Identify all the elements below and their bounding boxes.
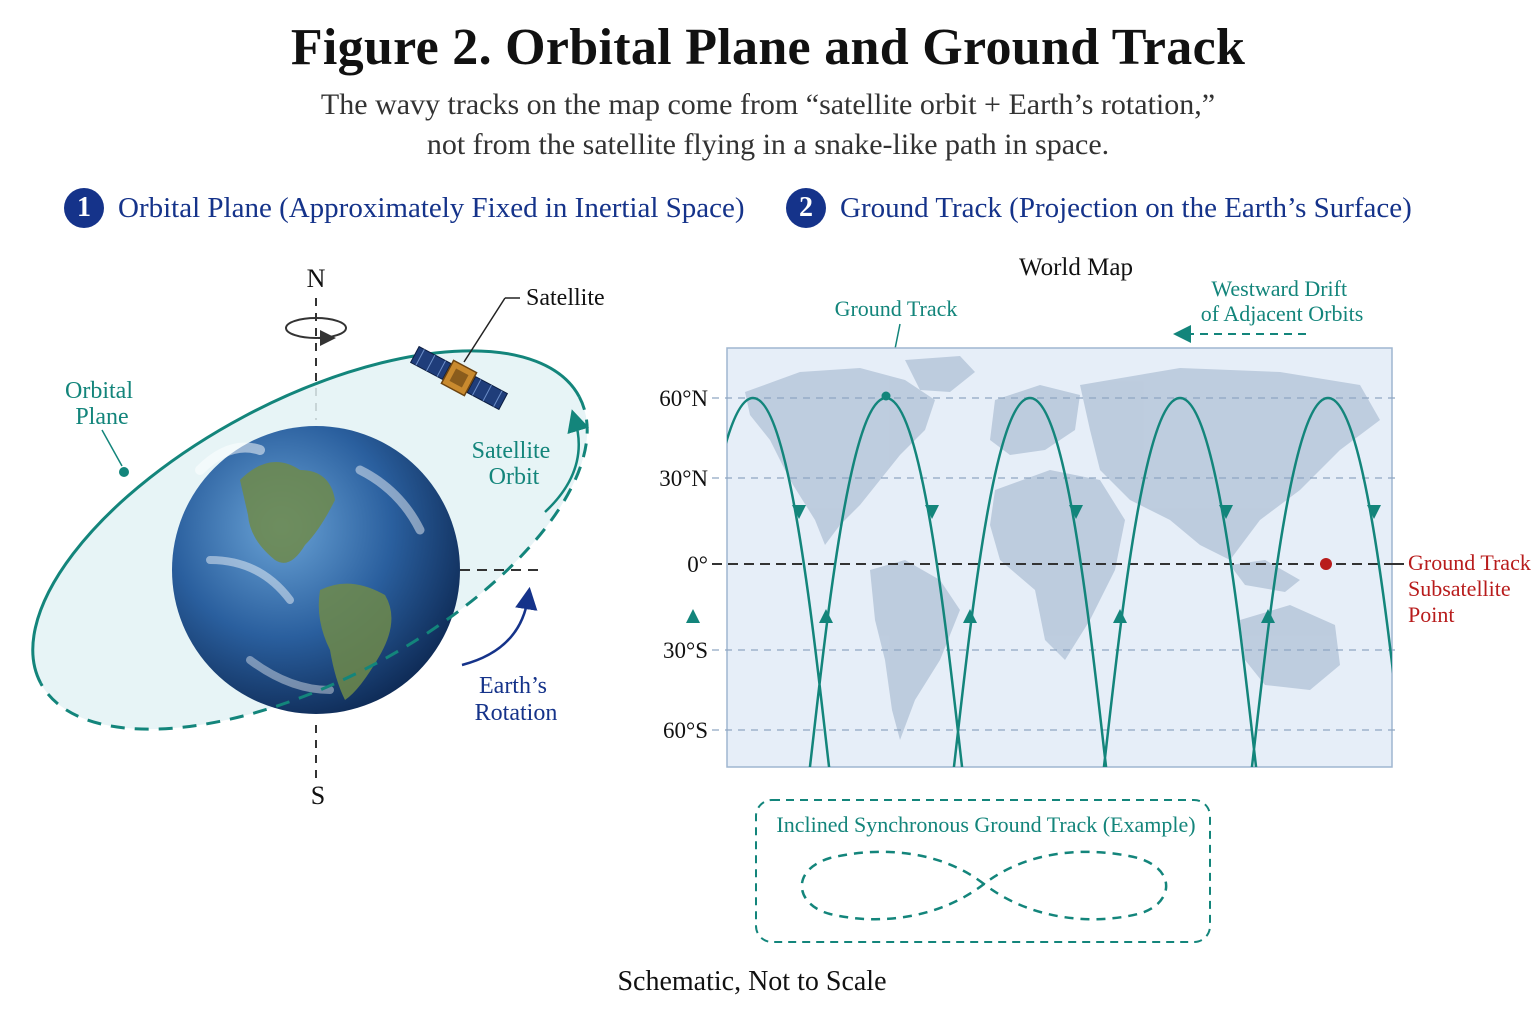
- satellite-icon: [409, 345, 509, 411]
- svg-text:Orbital Plane: Orbital Plane: [65, 378, 139, 430]
- ground-track-panel: World Map Westward Drift of Adjacent Orb…: [659, 254, 1536, 943]
- earth-globe: [172, 426, 460, 714]
- ground-track-peak-marker: [881, 391, 891, 401]
- section-2-number-badge: 2: [786, 188, 826, 228]
- inset-box: [755, 799, 1211, 943]
- latitude-label: 30°N: [659, 466, 708, 491]
- south-america-shape: [870, 560, 960, 740]
- orbital-plane-marker: [119, 467, 129, 477]
- earth-rotation-label-line2: Rotation: [475, 700, 558, 726]
- section-1-number-badge: 1: [64, 188, 104, 228]
- world-map-continents: [745, 356, 1380, 740]
- westward-drift-label-line1: Westward Drift: [1211, 276, 1347, 301]
- orbital-plane-leader: [101, 429, 123, 467]
- westward-drift-label-line2: of Adjacent Orbits: [1201, 301, 1364, 326]
- latitude-label: 30°S: [663, 638, 708, 663]
- track-arrow-up-icon: [1261, 609, 1275, 623]
- track-arrow-down-icon: [1069, 505, 1083, 519]
- track-arrow-down-icon: [792, 505, 806, 519]
- earth-rotation-arrow-icon: [461, 586, 538, 667]
- satellite-orbit-direction-arrow-icon: [544, 409, 590, 513]
- latitude-gridlines: [712, 397, 1404, 731]
- satellite-orbit-back: [39, 396, 589, 731]
- europe-shape: [990, 385, 1080, 455]
- footer-note: Schematic, Not to Scale: [617, 966, 887, 997]
- orbital-plane-label-line1: Orbital: [65, 378, 133, 404]
- ground-track-direction-arrows: [686, 505, 1381, 623]
- svg-text:Earth’s Rotation: Earth’s Rotation: [475, 673, 558, 726]
- subsatellite-label-line1: Ground Track: [1408, 550, 1531, 575]
- satellite-label: Satellite: [526, 285, 605, 311]
- satellite-orbit-label-line2: Orbit: [489, 464, 540, 490]
- subsatellite-label-line3: Point: [1408, 602, 1454, 627]
- figure-title: Figure 2. Orbital Plane and Ground Track: [290, 19, 1246, 76]
- australia-shape: [1240, 605, 1340, 690]
- satellite-orbit-front: [31, 349, 581, 684]
- asia-shape: [1080, 368, 1380, 560]
- latitude-labels: 60°N 30°N 0° 30°S 60°S: [659, 386, 708, 743]
- satellite-orbit-label-line1: Satellite: [472, 438, 551, 464]
- track-arrow-down-icon: [1367, 505, 1381, 519]
- track-arrow-up-icon: [963, 609, 977, 623]
- section-2-heading: 2 Ground Track (Projection on the Earth’…: [786, 188, 1412, 228]
- subtitle-line-2: not from the satellite flying in a snake…: [426, 128, 1110, 161]
- subtitle-line-1: The wavy tracks on the map come from “sa…: [320, 88, 1216, 121]
- greenland-shape: [905, 356, 975, 392]
- south-label: S: [311, 781, 325, 810]
- subsatellite-label-line2: Subsatellite: [1408, 576, 1511, 601]
- section-1-heading: 1 Orbital Plane (Approximately Fixed in …: [64, 188, 745, 228]
- figure-eight-track: [800, 850, 1168, 921]
- north-label: N: [307, 264, 326, 293]
- world-map-title: World Map: [1019, 254, 1133, 281]
- inset-title: Inclined Synchronous Ground Track (Examp…: [776, 812, 1195, 837]
- latitude-label: 0°: [687, 552, 708, 577]
- orbital-plane-label-line2: Plane: [75, 404, 128, 430]
- ground-track-label: Ground Track: [835, 296, 958, 321]
- earth-rotation-label-line1: Earth’s: [479, 673, 547, 699]
- orbital-plane-panel: N S Orbital Plane: [31, 264, 605, 810]
- svg-text:Ground Track Subsatellit: Ground Track Subsatellite Point: [1408, 550, 1536, 627]
- satellite-leader: [463, 297, 506, 363]
- latitude-label: 60°N: [659, 386, 708, 411]
- latitude-label: 60°S: [663, 718, 708, 743]
- section-2-title: Ground Track (Projection on the Earth’s …: [840, 191, 1412, 224]
- svg-text:Satellite Orbit: Satellite Orbit: [472, 438, 557, 490]
- track-arrow-up-icon: [819, 609, 833, 623]
- track-arrow-down-icon: [1219, 505, 1233, 519]
- subsatellite-point-marker: [1320, 558, 1332, 570]
- north-america-shape: [745, 368, 935, 545]
- track-arrow-down-icon: [925, 505, 939, 519]
- section-1-title: Orbital Plane (Approximately Fixed in In…: [118, 191, 745, 224]
- indonesia-shape: [1230, 560, 1300, 592]
- svg-text:Westward Drift of Adjace: Westward Drift of Adjacent Orbits: [1201, 276, 1364, 326]
- axis-spin-arrow-icon: [285, 317, 347, 339]
- track-arrow-up-icon: [1113, 609, 1127, 623]
- track-arrow-up-icon: [686, 609, 700, 623]
